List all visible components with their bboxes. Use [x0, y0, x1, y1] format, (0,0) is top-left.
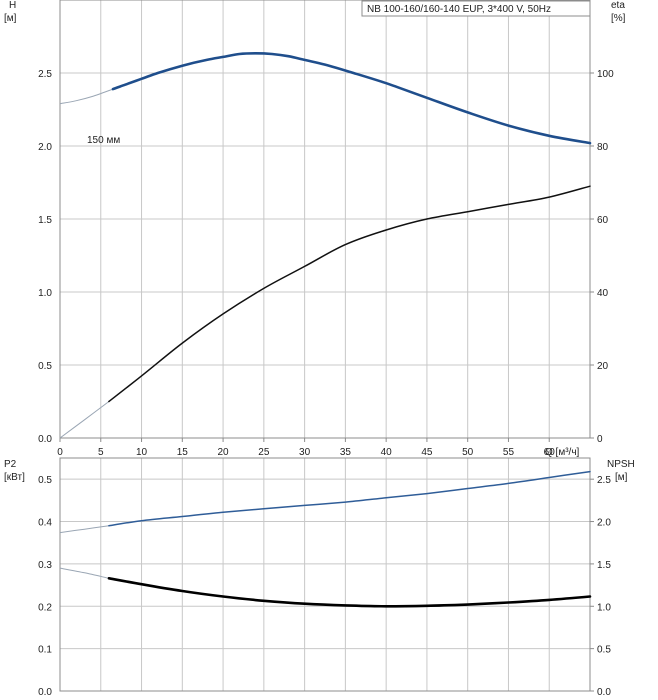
npsh-curve-line: [108, 470, 591, 527]
left-axis-title-top: H: [9, 0, 16, 11]
top-panel-grid: [60, 0, 590, 438]
x-tick-label: 20: [218, 447, 230, 458]
left-axis-unit-top: [м]: [4, 13, 17, 24]
eta-tick-label: 20: [597, 361, 609, 372]
right-axis-unit-bottom: [м]: [615, 472, 628, 483]
x-tick-label: 45: [421, 447, 433, 458]
power-curve-line-extension: [59, 567, 110, 579]
eta-tick-label: 100: [597, 69, 614, 80]
efficiency-curve-line-extension: [59, 401, 110, 439]
title-box: [361, 0, 591, 17]
x-tick-label: 35: [340, 447, 352, 458]
left-axis-unit-bottom: [кВт]: [4, 472, 25, 483]
bottom-panel-frame: [59, 457, 591, 692]
top-panel-curves: [59, 51, 592, 439]
eta-tick-label: 60: [597, 215, 609, 226]
eta-tick-label: 40: [597, 288, 609, 299]
right-axis-unit-top: [%]: [611, 13, 626, 24]
impeller-curve-label: 150 мм: [87, 135, 120, 146]
axis-tick-labels: 0 5 10 15 20 25 30 35 40 45 50 55 60 0.0 0.5 1.0 1.5 2.0 2…: [38, 69, 614, 698]
h-tick-label: 0.0: [38, 434, 52, 445]
eta-tick-label: 80: [597, 142, 609, 153]
npsh-curve-line-extension: [59, 525, 109, 534]
x-axis-title: Q [м³/ч]: [545, 447, 580, 458]
right-axis-title-top: eta: [611, 0, 625, 11]
h-tick-label: 1.5: [38, 215, 52, 226]
h-tick-label: 1.0: [38, 288, 52, 299]
npsh-tick-label: 1.0: [597, 602, 611, 613]
x-tick-label: 5: [98, 447, 104, 458]
x-tick-label: 60: [544, 447, 556, 458]
x-tick-label: 0: [57, 447, 63, 458]
h-tick-label: 2.0: [38, 142, 52, 153]
right-axis-title-bottom: NPSH: [607, 459, 635, 470]
x-tick-label: 30: [299, 447, 311, 458]
npsh-tick-label: 2.0: [597, 518, 611, 529]
h-tick-label: 0.5: [38, 361, 52, 372]
p2-tick-label: 0.3: [38, 560, 52, 571]
efficiency-curve-line: [108, 185, 591, 403]
p2-tick-label: 0.5: [38, 475, 52, 486]
x-tick-label: 15: [177, 447, 189, 458]
bottom-panel-curves: [59, 470, 592, 608]
eta-tick-label: 0: [597, 434, 603, 445]
npsh-tick-label: 2.5: [597, 475, 611, 486]
npsh-tick-label: 1.5: [597, 560, 611, 571]
h-tick-label: 2.5: [38, 69, 52, 80]
left-axis-title-bottom: P2: [4, 459, 17, 470]
p2-tick-label: 0.1: [38, 645, 52, 656]
p2-tick-label: 0.2: [38, 602, 52, 613]
p2-tick-label: 0.0: [38, 687, 52, 698]
x-tick-label: 50: [462, 447, 474, 458]
npsh-tick-label: 0.5: [597, 645, 611, 656]
x-tick-label: 40: [381, 447, 393, 458]
bottom-panel-grid: [60, 458, 590, 691]
p2-tick-label: 0.4: [38, 518, 52, 529]
x-tick-label: 10: [136, 447, 148, 458]
head-curve-line: [111, 51, 592, 145]
power-curve-line: [107, 577, 592, 608]
npsh-tick-label: 0.0: [597, 687, 611, 698]
pump-title: NB 100-160/160-140 EUP, 3*400 V, 50Hz: [367, 4, 551, 15]
x-tick-label: 25: [258, 447, 270, 458]
x-tick-label: 55: [503, 447, 515, 458]
head-curve-line-extension: [59, 88, 114, 105]
